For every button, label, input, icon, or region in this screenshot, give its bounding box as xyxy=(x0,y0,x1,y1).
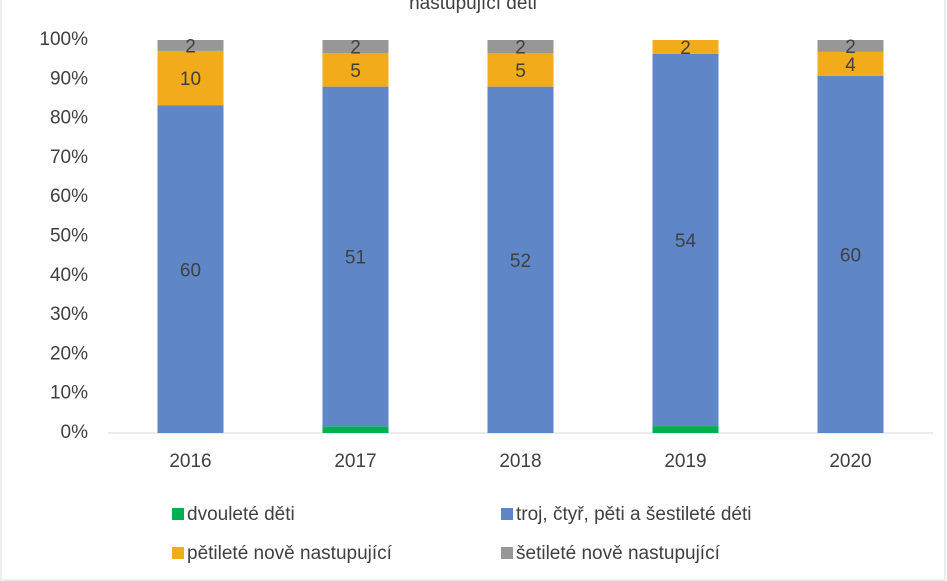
y-tick-label: 10% xyxy=(50,383,88,404)
y-tick-label: 100% xyxy=(39,29,88,50)
bar-segment xyxy=(817,40,884,52)
bar-segment xyxy=(487,53,554,87)
bar-segment xyxy=(487,86,554,433)
data-label: 4 xyxy=(845,55,856,76)
data-label: 60 xyxy=(180,260,201,281)
legend-label: pětileté nově nastupující xyxy=(187,543,393,564)
bar-segment xyxy=(322,40,389,54)
x-tick-label: 2017 xyxy=(334,451,376,472)
legend-label: šetileté nově nastupující xyxy=(516,543,721,564)
bar-segment xyxy=(322,426,389,433)
x-tick-label: 2018 xyxy=(499,451,541,472)
legend-label: dvouleté děti xyxy=(187,504,295,525)
bar-segment xyxy=(817,51,884,76)
bar-segment xyxy=(487,40,554,54)
y-tick-label: 20% xyxy=(50,343,88,364)
y-tick-label: 80% xyxy=(50,108,88,129)
bar-segment xyxy=(157,105,224,433)
bar-segment xyxy=(652,53,719,427)
x-tick-label: 2019 xyxy=(664,451,706,472)
legend-label: troj, čtyř, pěti a šestileté déti xyxy=(516,504,752,525)
data-label: 2 xyxy=(680,38,691,59)
data-label: 60 xyxy=(840,245,861,266)
legend-swatch xyxy=(501,547,513,559)
data-label: 2 xyxy=(515,38,526,59)
x-tick-label: 2016 xyxy=(169,451,211,472)
bar-segment xyxy=(652,426,719,433)
legend-swatch xyxy=(172,508,184,520)
y-tick-label: 90% xyxy=(50,68,88,89)
y-tick-label: 30% xyxy=(50,304,88,325)
data-label: 2 xyxy=(185,36,196,57)
data-label: 2 xyxy=(845,37,856,58)
y-tick-label: 60% xyxy=(50,186,88,207)
bar-segment xyxy=(652,40,719,54)
data-label: 2 xyxy=(350,38,361,59)
bar-segment xyxy=(322,86,389,427)
data-label: 5 xyxy=(350,61,361,82)
legend-swatch xyxy=(172,547,184,559)
data-label: 51 xyxy=(345,247,366,268)
bar-segment xyxy=(322,53,389,87)
y-tick-label: 40% xyxy=(50,265,88,286)
y-tick-label: 70% xyxy=(50,147,88,168)
bar-segment xyxy=(157,50,224,106)
data-label: 5 xyxy=(515,61,526,82)
y-tick-label: 50% xyxy=(50,226,88,247)
data-label: 54 xyxy=(675,231,697,252)
x-tick-label: 2020 xyxy=(829,451,871,472)
legend-swatch xyxy=(501,508,513,520)
bar-segment xyxy=(817,75,884,434)
data-label: 52 xyxy=(510,251,531,272)
chart-title: nastupující děti xyxy=(409,0,537,14)
bar-segment xyxy=(157,40,224,51)
data-label: 10 xyxy=(180,69,201,90)
y-tick-label: 0% xyxy=(61,422,89,443)
